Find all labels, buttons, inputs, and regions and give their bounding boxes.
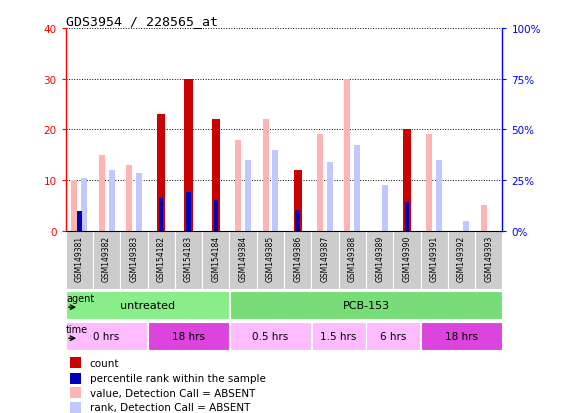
Text: GSM149385: GSM149385 xyxy=(266,235,275,282)
Bar xyxy=(66,322,147,350)
Bar xyxy=(214,201,218,231)
Text: GSM149384: GSM149384 xyxy=(239,235,248,282)
Bar xyxy=(464,221,469,231)
Text: GSM154184: GSM154184 xyxy=(211,235,220,281)
Bar xyxy=(184,79,192,231)
Text: 18 hrs: 18 hrs xyxy=(445,331,478,341)
Bar xyxy=(295,210,300,231)
Bar xyxy=(77,211,82,231)
Bar xyxy=(436,161,442,231)
Bar xyxy=(421,322,502,350)
Bar xyxy=(381,186,388,231)
Bar xyxy=(448,231,475,289)
Bar xyxy=(70,357,81,368)
Bar xyxy=(230,322,311,350)
Bar xyxy=(481,206,487,231)
Bar xyxy=(475,231,502,289)
Bar xyxy=(339,231,366,289)
Bar xyxy=(366,322,420,350)
Bar xyxy=(235,140,241,231)
Text: 6 hrs: 6 hrs xyxy=(380,331,407,341)
Text: GSM149387: GSM149387 xyxy=(320,235,329,282)
Text: GSM149388: GSM149388 xyxy=(348,235,357,281)
Bar xyxy=(126,166,132,231)
Text: GSM149393: GSM149393 xyxy=(484,235,493,282)
Text: value, Detection Call = ABSENT: value, Detection Call = ABSENT xyxy=(90,388,255,398)
Bar xyxy=(186,193,191,231)
Text: 0.5 hrs: 0.5 hrs xyxy=(252,331,288,341)
Bar xyxy=(108,171,115,231)
Text: GSM149383: GSM149383 xyxy=(130,235,138,282)
Bar xyxy=(317,135,323,231)
Bar xyxy=(366,231,393,289)
Bar xyxy=(66,231,93,289)
Bar xyxy=(70,387,81,398)
Text: 18 hrs: 18 hrs xyxy=(172,331,205,341)
Bar xyxy=(311,231,339,289)
Bar xyxy=(354,145,360,231)
Text: PCB-153: PCB-153 xyxy=(343,300,389,310)
Text: GSM149389: GSM149389 xyxy=(375,235,384,282)
Bar xyxy=(403,130,411,231)
Text: GSM149390: GSM149390 xyxy=(403,235,412,282)
Text: GSM154183: GSM154183 xyxy=(184,235,193,281)
Bar xyxy=(202,231,230,289)
Bar xyxy=(393,231,421,289)
Bar xyxy=(427,135,432,231)
Text: GSM154182: GSM154182 xyxy=(156,235,166,281)
Bar xyxy=(327,163,333,231)
Bar xyxy=(99,155,104,231)
Bar xyxy=(71,181,78,231)
Bar xyxy=(312,322,365,350)
Text: GSM149392: GSM149392 xyxy=(457,235,466,282)
Text: percentile rank within the sample: percentile rank within the sample xyxy=(90,373,266,383)
Bar xyxy=(293,171,302,231)
Bar xyxy=(421,231,448,289)
Bar xyxy=(157,115,166,231)
Bar xyxy=(70,373,81,384)
Bar xyxy=(148,322,229,350)
Bar xyxy=(230,231,257,289)
Text: GSM149391: GSM149391 xyxy=(430,235,439,282)
Bar xyxy=(212,120,220,231)
Bar xyxy=(230,291,502,319)
Text: GSM149382: GSM149382 xyxy=(102,235,111,281)
Text: count: count xyxy=(90,358,119,368)
Text: 1.5 hrs: 1.5 hrs xyxy=(320,331,357,341)
Bar xyxy=(66,291,229,319)
Bar xyxy=(405,203,409,231)
Bar xyxy=(136,173,142,231)
Text: 0 hrs: 0 hrs xyxy=(94,331,120,341)
Bar xyxy=(175,231,202,289)
Text: agent: agent xyxy=(66,293,94,304)
Text: GSM149381: GSM149381 xyxy=(75,235,84,281)
Bar xyxy=(147,231,175,289)
Text: time: time xyxy=(66,324,88,335)
Bar xyxy=(81,178,87,231)
Bar xyxy=(263,120,268,231)
Bar xyxy=(70,402,81,413)
Bar xyxy=(272,150,278,231)
Bar xyxy=(344,79,351,231)
Bar xyxy=(284,231,311,289)
Bar xyxy=(257,231,284,289)
Bar xyxy=(245,161,251,231)
Bar xyxy=(159,199,163,231)
Text: untreated: untreated xyxy=(120,300,175,310)
Bar xyxy=(93,231,120,289)
Bar xyxy=(120,231,147,289)
Text: GDS3954 / 228565_at: GDS3954 / 228565_at xyxy=(66,15,218,28)
Text: rank, Detection Call = ABSENT: rank, Detection Call = ABSENT xyxy=(90,403,250,413)
Text: GSM149386: GSM149386 xyxy=(293,235,302,282)
